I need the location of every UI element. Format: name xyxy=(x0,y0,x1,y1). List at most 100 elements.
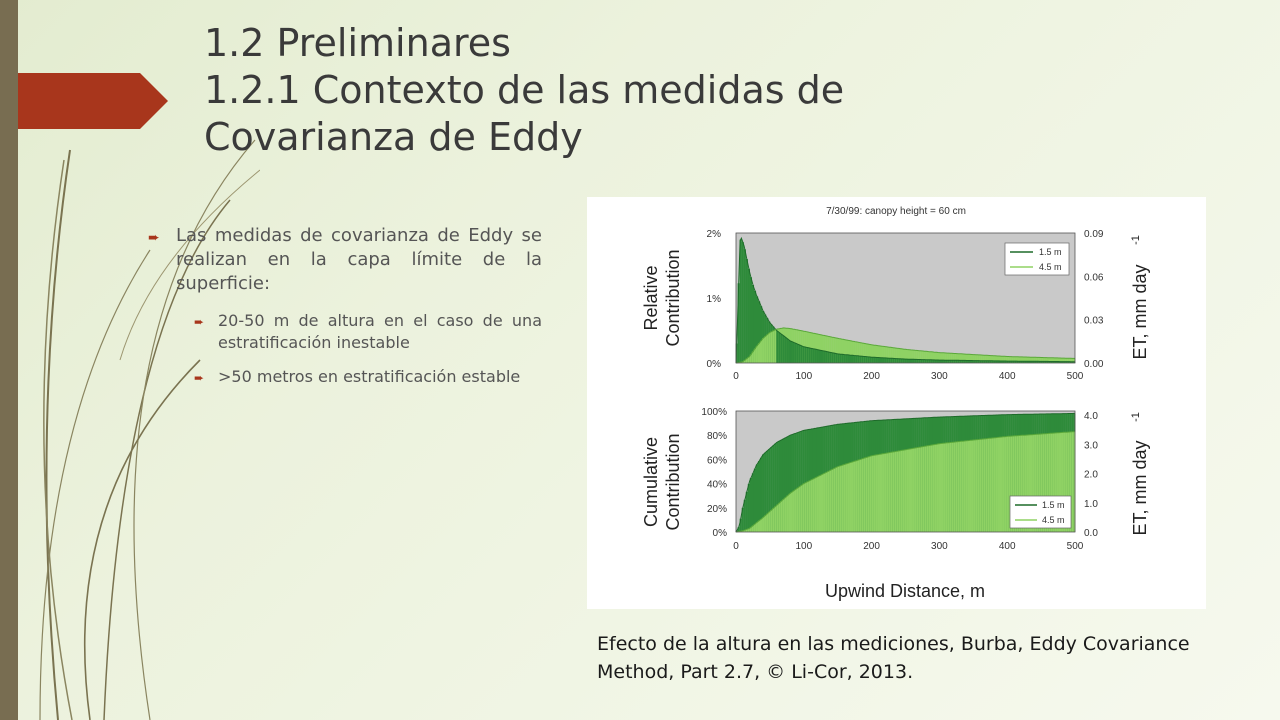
bar-1-5m xyxy=(814,349,818,363)
bar-4-5m xyxy=(1038,434,1041,532)
bar-1-5m xyxy=(863,356,866,363)
bar-4-5m xyxy=(759,340,763,363)
bar-1-5m xyxy=(772,445,775,532)
bar-1-5m xyxy=(812,348,816,363)
bar-4-5m xyxy=(743,360,746,363)
bar-4-5m xyxy=(900,450,903,532)
bar-4-5m xyxy=(975,439,978,532)
bar-1-5m xyxy=(997,360,1001,363)
bar-1-5m xyxy=(1058,361,1062,363)
bar-4-5m xyxy=(941,443,944,532)
bar-4-5m xyxy=(879,454,883,532)
bar-1-5m xyxy=(782,335,785,363)
bar-4-5m xyxy=(863,457,866,532)
bar-4-5m xyxy=(882,346,885,363)
bar-1-5m xyxy=(898,358,901,363)
bar-4-5m xyxy=(912,448,915,532)
bar-4-5m xyxy=(843,339,846,363)
bar-1-5m xyxy=(739,239,742,363)
bar-4-5m xyxy=(780,501,783,532)
bar-4-5m xyxy=(857,342,860,363)
bar-4-5m xyxy=(979,439,982,532)
bottom-left-y-tick-label: 40% xyxy=(707,480,727,491)
bar-4-5m xyxy=(983,438,986,532)
bar-4-5m xyxy=(1004,356,1007,363)
bar-1-5m xyxy=(959,360,962,363)
bottom-line-1-5m xyxy=(735,412,1075,533)
bar-4-5m xyxy=(884,453,887,532)
bar-1-5m xyxy=(845,354,848,363)
top-x-tick-label: 0 xyxy=(733,371,739,382)
bottom-x-tick-label: 400 xyxy=(999,541,1016,552)
arrow-bullet-icon: ➨ xyxy=(194,315,205,329)
bar-1-5m xyxy=(835,353,838,363)
bar-1-5m xyxy=(1036,361,1039,363)
bar-1-5m xyxy=(930,359,934,363)
bar-4-5m xyxy=(1022,356,1025,363)
bar-1-5m xyxy=(945,360,948,363)
bar-1-5m xyxy=(1028,361,1031,363)
bar-1-5m xyxy=(1018,361,1021,363)
top-x-tick-label: 300 xyxy=(931,371,948,382)
top-right-y-tick-label: 0.09 xyxy=(1084,229,1104,240)
bar-4-5m xyxy=(1036,434,1039,532)
bar-1-5m xyxy=(912,359,915,363)
bar-1-5m xyxy=(786,338,789,363)
bar-4-5m xyxy=(993,437,997,532)
bar-4-5m xyxy=(835,338,838,363)
bar-1-5m xyxy=(753,290,757,363)
bar-4-5m xyxy=(741,530,744,532)
bar-4-5m xyxy=(997,356,1001,363)
bar-4-5m xyxy=(839,338,842,363)
bar-1-5m xyxy=(1016,361,1019,363)
bar-4-5m xyxy=(918,447,921,532)
bar-4-5m xyxy=(1014,356,1017,363)
bar-4-5m xyxy=(900,348,903,363)
bar-1-5m xyxy=(975,360,978,363)
bar-1-5m xyxy=(841,354,844,363)
bar-1-5m xyxy=(1050,361,1054,363)
bar-4-5m xyxy=(932,444,936,532)
decorative-curves xyxy=(39,139,260,720)
top-x-tick-label: 400 xyxy=(999,371,1016,382)
bar-1-5m xyxy=(916,359,919,363)
bar-1-5m xyxy=(936,360,940,363)
bar-4-5m xyxy=(833,468,836,532)
bar-4-5m xyxy=(959,353,962,363)
bar-4-5m xyxy=(869,455,873,532)
bar-4-5m xyxy=(993,355,997,363)
bar-4-5m xyxy=(837,466,840,532)
title-arrow-icon xyxy=(18,73,168,129)
bar-1-5m xyxy=(1026,361,1029,363)
bar-4-5m xyxy=(906,349,909,363)
bar-4-5m xyxy=(772,508,775,532)
bar-1-5m xyxy=(1052,361,1056,363)
bar-4-5m xyxy=(967,354,970,363)
bar-1-5m xyxy=(759,457,763,532)
bar-1-5m xyxy=(906,359,909,363)
bar-4-5m xyxy=(985,355,988,363)
bar-4-5m xyxy=(861,458,864,532)
bar-1-5m xyxy=(910,359,913,363)
bar-4-5m xyxy=(1010,436,1013,532)
bar-1-5m xyxy=(922,359,925,363)
bar-4-5m xyxy=(859,342,862,363)
bar-4-5m xyxy=(857,459,860,532)
bar-1-5m xyxy=(1010,361,1013,363)
bar-4-5m xyxy=(1056,357,1060,363)
bar-4-5m xyxy=(975,354,978,363)
bar-4-5m xyxy=(853,341,856,363)
bar-1-5m xyxy=(1046,361,1049,363)
bar-4-5m xyxy=(904,349,907,363)
bar-4-5m xyxy=(882,453,885,532)
bar-4-5m xyxy=(847,340,850,363)
bar-1-5m xyxy=(737,283,740,363)
bar-1-5m xyxy=(786,436,789,532)
bar-4-5m xyxy=(812,333,816,363)
bar-1-5m xyxy=(995,360,999,363)
bar-4-5m xyxy=(855,341,858,363)
bar-4-5m xyxy=(936,352,940,363)
bar-4-5m xyxy=(1073,358,1076,363)
bottom-left-y-tick-label: 20% xyxy=(707,504,727,515)
bar-1-5m xyxy=(782,438,785,532)
